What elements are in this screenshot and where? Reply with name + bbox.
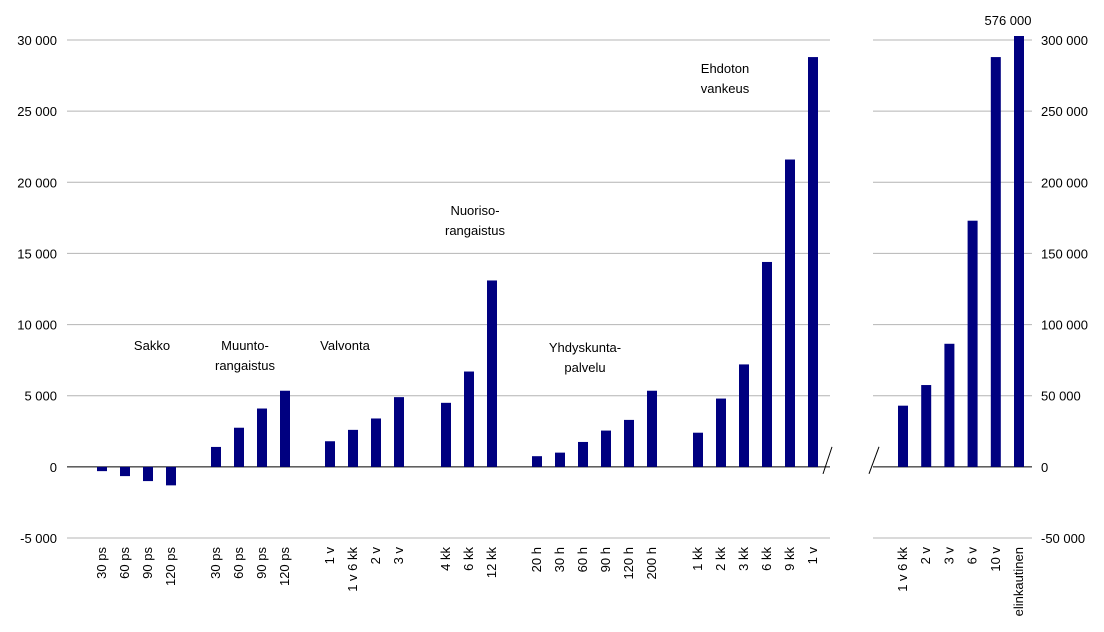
bar [464, 371, 474, 467]
x-tick-label: 30 h [552, 547, 567, 572]
bar [990, 57, 1001, 467]
x-tick-label: 1 v [805, 547, 820, 565]
x-tick-label: 2 v [368, 547, 383, 565]
left-y-tick-label: 0 [50, 460, 57, 475]
left-y-tick-label: 5 000 [24, 389, 57, 404]
bar [394, 397, 404, 467]
x-tick-label: 2 v [918, 547, 933, 565]
bar [325, 441, 335, 467]
x-tick-label: 1 v 6 kk [895, 547, 910, 592]
bar [348, 429, 358, 467]
bar [120, 466, 130, 477]
x-tick-label: 120 ps [277, 547, 292, 587]
bar [97, 466, 107, 472]
left-y-tick-label: -5 000 [20, 531, 57, 546]
x-tick-label: 60 ps [117, 547, 132, 579]
x-tick-label: 60 h [575, 547, 590, 572]
bar [898, 405, 908, 467]
right-y-tick-label: -50 000 [1041, 531, 1085, 546]
right-y-tick-label: 200 000 [1041, 175, 1088, 190]
x-tick-label: 200 h [644, 547, 659, 580]
group-label: Yhdyskunta- [549, 340, 621, 355]
group-label: Sakko [134, 338, 170, 353]
bar [578, 441, 588, 467]
bars [97, 36, 1024, 486]
group-label: Ehdoton [701, 61, 749, 76]
bar [143, 466, 153, 482]
x-tick-label: 2 kk [713, 547, 728, 571]
left-y-tick-label: 10 000 [17, 318, 57, 333]
x-tick-label: 90 h [598, 547, 613, 572]
bar [785, 159, 795, 467]
x-tick-label: 1 v [322, 547, 337, 565]
bar [487, 280, 497, 467]
x-tick-label: 9 kk [782, 547, 797, 571]
data-label: 576 000 [985, 13, 1032, 28]
axis-break-mark [868, 446, 880, 475]
x-tick-label: 6 kk [461, 547, 476, 571]
bar [371, 418, 381, 467]
x-tick-label: 30 ps [208, 547, 223, 579]
x-tick-label: 120 ps [163, 547, 178, 587]
bar [624, 419, 634, 467]
x-tick-label: 12 kk [484, 547, 499, 579]
x-tick-label: 1 kk [690, 547, 705, 571]
bar [762, 261, 772, 467]
x-tick-label: 60 ps [231, 547, 246, 579]
group-label: vankeus [701, 81, 750, 96]
bar [716, 398, 726, 467]
group-label: Muunto- [221, 338, 269, 353]
left-y-tick-label: 20 000 [17, 175, 57, 190]
group-label: rangaistus [215, 358, 275, 373]
bar [441, 402, 451, 467]
group-label: Nuoriso- [450, 203, 499, 218]
bar [808, 57, 818, 467]
x-tick-label: 90 ps [140, 547, 155, 579]
x-tick-label: elinkautinen [1011, 547, 1026, 616]
left-y-tick-label: 15 000 [17, 246, 57, 261]
bar [944, 343, 955, 467]
right-y-tick-label: 100 000 [1041, 318, 1088, 333]
bar [647, 390, 657, 467]
bar [234, 427, 244, 467]
x-tick-label: 6 kk [759, 547, 774, 571]
right-y-tick-label: 300 000 [1041, 33, 1088, 48]
x-tick-label: 3 kk [736, 547, 751, 571]
bar [166, 466, 176, 486]
x-tick-label: 10 v [988, 547, 1003, 572]
x-tick-label: 3 v [391, 547, 406, 565]
bar [921, 385, 932, 467]
right-y-tick-label: 250 000 [1041, 104, 1088, 119]
x-tick-label: 1 v 6 kk [345, 547, 360, 592]
bar [280, 390, 290, 467]
x-tick-label: 6 v [965, 547, 980, 565]
x-tick-label: 120 h [621, 547, 636, 580]
right-y-tick-label: 50 000 [1041, 389, 1081, 404]
bar [693, 432, 703, 467]
right-y-tick-label: 150 000 [1041, 246, 1088, 261]
bar [257, 408, 267, 467]
group-label: rangaistus [445, 223, 505, 238]
bar [1014, 36, 1024, 467]
x-tick-label: 4 kk [438, 547, 453, 571]
bar [601, 430, 611, 467]
bar [211, 446, 221, 467]
axis-break-mark [822, 446, 833, 475]
x-tick-label: 30 ps [94, 547, 109, 579]
labels: -5 000 0 5 000 10 000 15 000 20 000 25 000 30 0… [17, 13, 1088, 616]
x-tick-label: 90 ps [254, 547, 269, 579]
bar [555, 452, 565, 467]
x-tick-label: 3 v [941, 547, 956, 565]
left-y-tick-label: 25 000 [17, 104, 57, 119]
bar [739, 364, 749, 467]
left-y-tick-label: 30 000 [17, 33, 57, 48]
gridlines [67, 39, 1032, 539]
bar [532, 456, 542, 467]
x-tick-label: 20 h [529, 547, 544, 572]
right-y-tick-label: 0 [1041, 460, 1048, 475]
group-label: palvelu [564, 360, 605, 375]
bar [967, 220, 978, 467]
group-label: Valvonta [320, 338, 370, 353]
